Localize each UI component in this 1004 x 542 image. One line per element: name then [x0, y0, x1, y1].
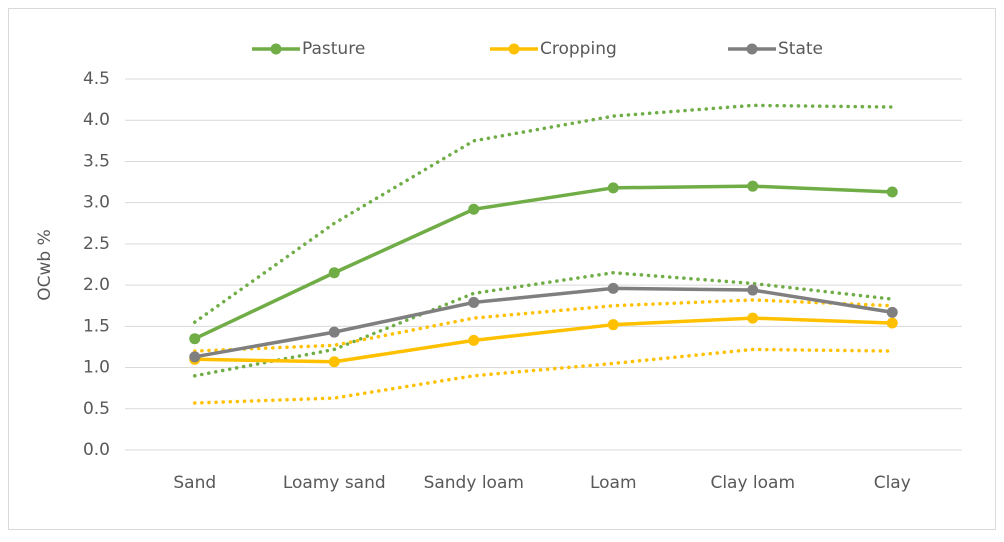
legend-marker	[270, 43, 282, 55]
point	[328, 356, 340, 368]
x-tick-label: Sand	[173, 473, 216, 493]
point	[189, 333, 201, 345]
point	[468, 203, 480, 215]
point	[468, 334, 480, 346]
y-tick-label: 4.0	[83, 110, 110, 130]
x-tick-label: Sandy loam	[424, 473, 524, 493]
y-tick-label: 3.0	[83, 193, 110, 213]
point	[189, 351, 201, 363]
y-tick-label: 2.5	[83, 234, 110, 254]
y-tick-label: 1.0	[83, 358, 110, 378]
y-tick-label: 4.5	[83, 69, 110, 89]
range-line	[193, 103, 894, 324]
point	[328, 326, 340, 338]
y-tick-label: 0.0	[83, 440, 110, 460]
x-tick-label: Clay loam	[710, 473, 795, 493]
series-line	[194, 316, 893, 364]
y-axis-title: OCwb %	[35, 229, 55, 301]
x-tick-label: Clay	[874, 473, 911, 493]
y-tick-label: 2.0	[83, 275, 110, 295]
point	[747, 284, 759, 296]
point	[607, 282, 619, 294]
series-line	[194, 184, 893, 341]
point	[747, 180, 759, 192]
series-line	[194, 286, 893, 359]
point	[328, 267, 340, 279]
range-line	[193, 270, 894, 378]
legend-label: State	[778, 39, 823, 59]
legend-marker	[746, 43, 758, 55]
point	[607, 182, 619, 194]
point	[886, 306, 898, 318]
x-tick-label: Loamy sand	[283, 473, 386, 493]
y-tick-label: 3.5	[83, 151, 110, 171]
point	[886, 186, 898, 198]
y-tick-label: 1.5	[83, 316, 110, 336]
legend-label: Pasture	[302, 39, 365, 59]
chart-border	[8, 8, 996, 530]
point	[886, 317, 898, 329]
point	[747, 312, 759, 324]
y-tick-label: 0.5	[83, 399, 110, 419]
point	[607, 319, 619, 331]
point	[468, 296, 480, 308]
legend-marker	[508, 43, 520, 55]
x-tick-label: Loam	[590, 473, 637, 493]
legend-label: Cropping	[540, 39, 617, 59]
